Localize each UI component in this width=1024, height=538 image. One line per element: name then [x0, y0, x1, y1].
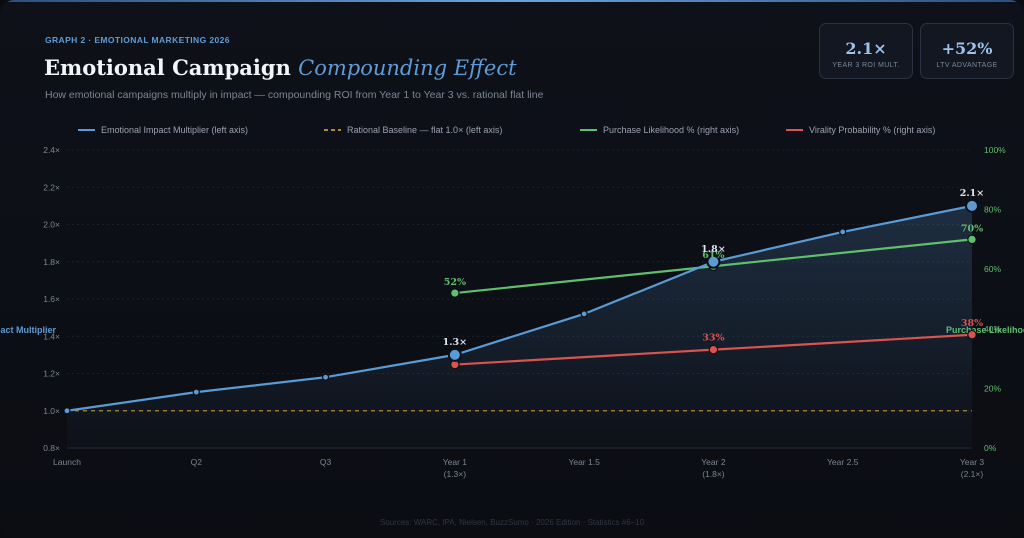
emotional-point: [192, 388, 200, 396]
x-tick-label: Year 1: [443, 457, 468, 467]
left-tick-label: 1.0×: [43, 406, 60, 416]
legend-label: Rational Baseline — flat 1.0× (left axis…: [347, 125, 502, 135]
purchase-data-label: 52%: [444, 277, 466, 288]
right-tick-label: 60%: [984, 264, 1001, 274]
left-axis-label: Impact Multiplier: [0, 325, 56, 335]
emotional-data-label: 1.8×: [701, 244, 726, 255]
x-tick-label: Q3: [320, 457, 332, 467]
emotional-data-label: 2.1×: [960, 188, 985, 199]
emotional-point: [839, 228, 847, 236]
kpi-value: 2.1×: [845, 39, 887, 58]
emotional-point: [63, 407, 71, 415]
kpi-label: YEAR 3 ROI MULT.: [832, 62, 900, 69]
left-tick-label: 2.4×: [43, 145, 60, 155]
x-tick-label: Year 1.5: [568, 457, 600, 467]
left-tick-label: 2.2×: [43, 182, 60, 192]
title-main: Emotional Campaign: [44, 55, 291, 80]
x-tick-sublabel: (1.3×): [444, 469, 467, 479]
emotional-point: [706, 254, 721, 269]
kpi-label: LTV ADVANTAGE: [936, 62, 998, 69]
eyebrow-label: GRAPH 2 · EMOTIONAL MARKETING 2026: [45, 35, 230, 45]
emotional-point: [321, 373, 330, 381]
legend-label: Virality Probability % (right axis): [809, 125, 935, 135]
purchase-data-label: 61%: [702, 250, 724, 261]
x-tick-label: Year 3: [960, 457, 985, 467]
legend-label: Emotional Impact Multiplier (left axis): [101, 125, 248, 135]
left-tick-label: 1.2×: [43, 369, 60, 379]
footer-sources: Sources: WARC, IPA, Nielsen, BuzzSumo · …: [379, 518, 645, 527]
x-tick-sublabel: (2.1×): [961, 469, 984, 479]
legend-label: Purchase Likelihood % (right axis): [603, 125, 739, 135]
kpi-value: +52%: [941, 39, 993, 58]
virality-point: [708, 344, 719, 355]
right-tick-label: 80%: [984, 205, 1001, 215]
kpi-card-ltv: +52% LTV ADVANTAGE: [920, 23, 1014, 79]
purchase-point: [967, 234, 977, 245]
virality-point: [967, 329, 977, 340]
right-axis-label: Purchase Likelihood: [946, 325, 1024, 335]
right-tick-label: 20%: [984, 383, 1001, 393]
emotional-point: [965, 198, 979, 213]
x-tick-label: Q2: [191, 457, 203, 467]
left-tick-label: 1.6×: [43, 294, 60, 304]
left-tick-label: 1.8×: [43, 257, 60, 267]
purchase-data-label: 70%: [961, 223, 983, 234]
page-title: Emotional Campaign Compounding Effect: [44, 55, 517, 80]
emotional-data-label: 1.3×: [443, 337, 468, 348]
left-tick-label: 0.8×: [43, 443, 60, 453]
kpi-card-roi: 2.1× YEAR 3 ROI MULT.: [819, 23, 913, 79]
right-tick-label: 0%: [984, 443, 997, 453]
purchase-point: [450, 288, 460, 298]
emotional-point: [580, 310, 588, 318]
virality-data-label: 38%: [961, 318, 983, 329]
emotional-point: [447, 347, 462, 362]
emotional-area-fill: [67, 205, 972, 448]
right-tick-label: 100%: [984, 145, 1006, 155]
left-tick-label: 1.4×: [43, 331, 60, 341]
accent-bar: [0, 0, 1024, 2]
left-tick-label: 2.0×: [43, 220, 60, 230]
x-tick-sublabel: (1.8×): [702, 469, 725, 479]
virality-data-label: 33%: [702, 333, 724, 344]
x-tick-label: Year 2: [701, 457, 726, 467]
x-tick-label: Year 2.5: [827, 457, 859, 467]
right-tick-label: 40%: [984, 324, 1001, 334]
x-tick-label: Launch: [53, 457, 81, 467]
page-subtitle: How emotional campaigns multiply in impa…: [45, 89, 544, 101]
emotional-line: [66, 204, 973, 412]
title-accent: Compounding Effect: [298, 56, 517, 80]
